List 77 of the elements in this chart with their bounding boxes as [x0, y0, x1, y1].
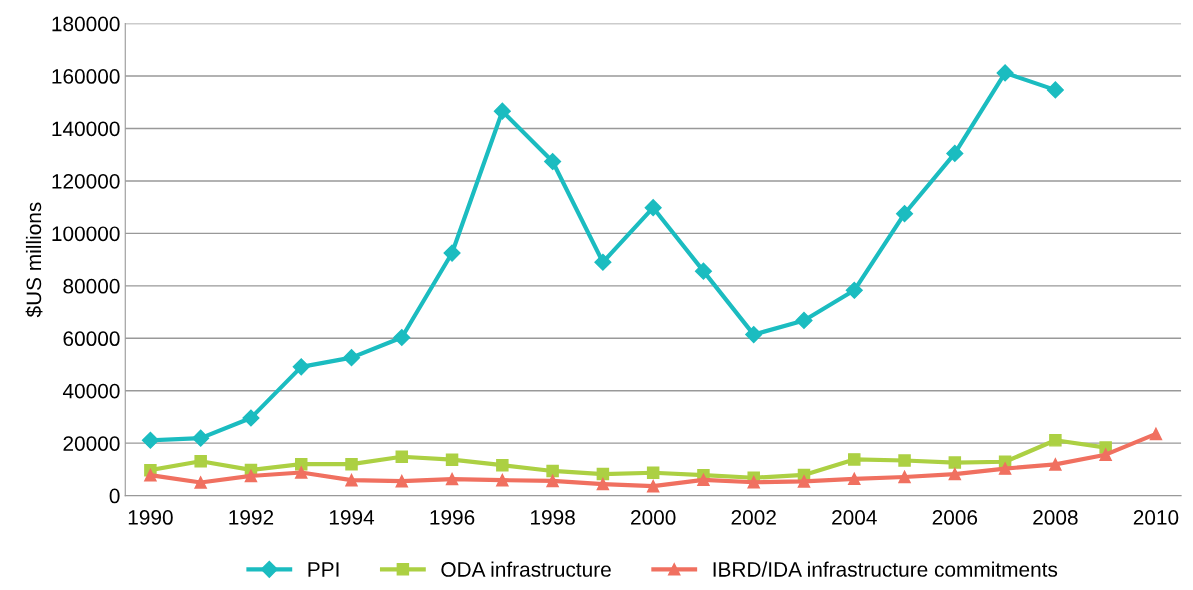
x-tick-label: 1992: [229, 510, 274, 525]
legend-label: ODA infrastructure: [441, 561, 611, 577]
y-tick-label: 60000: [63, 331, 120, 347]
x-tick-label: 2008: [1033, 510, 1078, 525]
y-tick-label: 100000: [52, 226, 120, 242]
point: [644, 199, 662, 217]
y-tick-label: 40000: [62, 383, 120, 399]
point: [192, 429, 210, 447]
point: [393, 328, 411, 347]
point: [596, 467, 610, 481]
point: [646, 466, 660, 480]
point: [797, 475, 811, 488]
point: [845, 281, 863, 299]
x-tick-label: 2004: [832, 510, 877, 525]
x-tick-label: 1994: [329, 510, 375, 525]
point: [493, 102, 511, 120]
point: [242, 409, 260, 427]
point: [946, 144, 964, 162]
point: [594, 253, 612, 271]
point: [194, 476, 207, 489]
point: [1049, 458, 1062, 471]
y-axis-title: $US millions: [25, 202, 43, 318]
point: [345, 457, 358, 471]
legend-label: PPI: [308, 562, 339, 577]
point: [194, 454, 207, 468]
point: [544, 152, 562, 171]
point: [795, 311, 813, 329]
point: [848, 472, 861, 486]
x-tick-label: 1990: [128, 510, 173, 525]
x-tick-label: 2002: [731, 510, 776, 525]
point: [342, 349, 361, 367]
point: [1099, 448, 1112, 461]
point: [292, 358, 310, 376]
point: [697, 473, 710, 487]
point: [144, 468, 157, 482]
point: [898, 470, 911, 484]
legend-label: IBRD/IDA infrastructure commitments: [713, 561, 1058, 577]
point: [898, 454, 911, 467]
y-tick-label: 120000: [52, 173, 120, 189]
point: [1046, 81, 1064, 99]
point: [345, 473, 358, 487]
point: [694, 262, 712, 280]
y-tick-label: 140000: [52, 121, 120, 137]
point: [895, 205, 914, 223]
point: [244, 469, 258, 483]
y-tick-label: 20000: [63, 436, 120, 451]
point: [1149, 427, 1163, 441]
point: [496, 458, 509, 472]
point: [294, 466, 308, 479]
point: [1049, 434, 1062, 447]
x-tick-label: 2000: [631, 510, 676, 525]
x-tick-label: 2006: [932, 510, 978, 525]
point: [948, 456, 962, 469]
y-tick-label: 0: [109, 488, 120, 504]
point: [546, 464, 559, 478]
point: [395, 474, 409, 488]
point: [998, 462, 1012, 475]
y-tick-label: 80000: [63, 278, 120, 294]
point: [646, 479, 660, 493]
point: [996, 64, 1014, 82]
x-tick-label: 2010: [1133, 510, 1179, 525]
x-tick-label: 1996: [430, 510, 475, 525]
y-tick-label: 180000: [52, 16, 120, 32]
point: [496, 473, 509, 487]
point: [445, 472, 459, 486]
point: [596, 477, 610, 491]
x-tick-label: 1998: [531, 510, 575, 525]
point: [745, 326, 763, 344]
point: [443, 244, 461, 262]
point: [546, 474, 559, 488]
y-tick-label: 160000: [52, 69, 120, 84]
point: [445, 453, 459, 466]
point: [141, 431, 159, 449]
point: [848, 453, 861, 466]
point: [948, 467, 962, 481]
point: [395, 450, 409, 464]
point: [747, 475, 760, 489]
